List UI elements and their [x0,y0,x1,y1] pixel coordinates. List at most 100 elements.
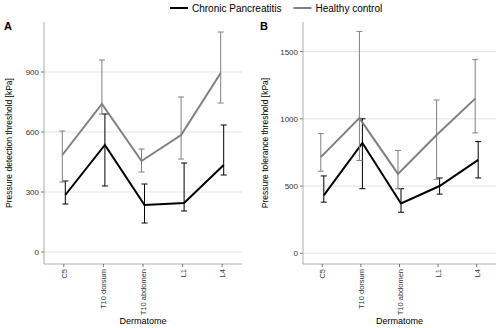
tick-label: 1000 [280,115,298,124]
error-bar [318,134,324,172]
legend-label: Chronic Pancreatitis [192,3,281,14]
tick-label: 300 [26,188,40,197]
error-stem [220,32,221,103]
error-cap [221,125,227,126]
tick-label: T10 abdomen [139,269,148,315]
tick [41,132,44,133]
error-stem [439,178,440,194]
error-stem [141,149,142,172]
error-bar [218,32,224,103]
figure: Chronic Pancreatitis Healthy control A 0 300… [0,0,500,328]
tick [63,264,64,267]
tick [41,252,44,253]
error-stem [62,131,63,182]
error-bar [181,163,187,211]
error-stem [223,125,224,175]
tick [476,264,477,267]
tick-label: 0 [35,248,40,257]
error-bar [395,150,401,188]
error-stem [359,31,360,160]
tick [300,186,303,187]
tick-label: L1 [434,269,443,277]
data-layer [318,31,481,212]
error-cap [475,177,481,178]
error-cap [437,194,443,195]
x-axis-label: Dermatome [376,316,423,326]
error-bar [142,184,148,223]
error-bar [398,189,404,213]
y-axis-label: Pressure tolerance threshold [kPa] [260,78,270,208]
tick-label: 0 [294,249,299,258]
error-cap [102,186,108,187]
grid-line [44,252,242,253]
error-stem [181,97,182,159]
error-cap [356,31,362,32]
legend-label: Healthy control [315,3,382,14]
error-cap [142,223,148,224]
error-cap [99,114,105,115]
error-cap [139,149,145,150]
tick-label: C5 [318,269,327,279]
tick-label: L4 [473,269,482,277]
tick [103,264,104,267]
grid-line [44,132,242,133]
data-layer [59,32,226,223]
panel: B050010001500Pressure tolerance threshol… [260,20,496,326]
error-stem [478,142,479,178]
tick [399,264,400,267]
grid-line [303,51,496,52]
error-bar [475,142,481,178]
error-stem [475,60,476,133]
error-cap [395,188,401,189]
error-cap [475,141,481,142]
error-cap [434,179,440,180]
tick-label: 900 [26,68,40,77]
legend: Chronic Pancreatitis Healthy control [170,3,382,14]
tick [182,264,183,267]
error-bar [434,100,440,179]
error-bar [178,97,184,159]
tick-label: 500 [285,182,299,191]
error-cap [59,182,65,183]
y-axis-label: Pressure detection threshold [kPa] [4,78,14,208]
error-cap [434,99,440,100]
grid-line [303,118,496,119]
panel-title: A [4,20,12,32]
error-cap [318,171,324,172]
y-axis [44,22,45,264]
error-cap [321,175,327,176]
grid-line [303,253,496,254]
panel: A0300600900Pressure detection threshold … [4,20,242,326]
error-cap [437,177,443,178]
grid-line [44,192,242,193]
error-bar [62,181,68,204]
error-bar [472,60,478,133]
tick-label: L4 [218,269,227,277]
tick-label: L1 [179,269,188,277]
error-bar [139,149,145,172]
error-stem [436,100,437,179]
error-stem [323,176,324,202]
tick [143,264,144,267]
error-cap [181,211,187,212]
error-stem [65,181,66,204]
error-bar [359,119,365,189]
error-bar [99,60,105,114]
error-stem [362,119,363,189]
tick [41,192,44,193]
error-bar [356,31,362,160]
error-stem [104,114,105,186]
tick-label: T10 dorsum [357,269,366,309]
tick [300,51,303,52]
error-stem [320,134,321,172]
error-cap [178,159,184,160]
error-stem [144,184,145,223]
tick [222,264,223,267]
error-cap [59,131,65,132]
error-bar [321,176,327,202]
y-axis [303,22,304,264]
tick [438,264,439,267]
error-cap [218,103,224,104]
tick [41,72,44,73]
error-stem [101,60,102,114]
